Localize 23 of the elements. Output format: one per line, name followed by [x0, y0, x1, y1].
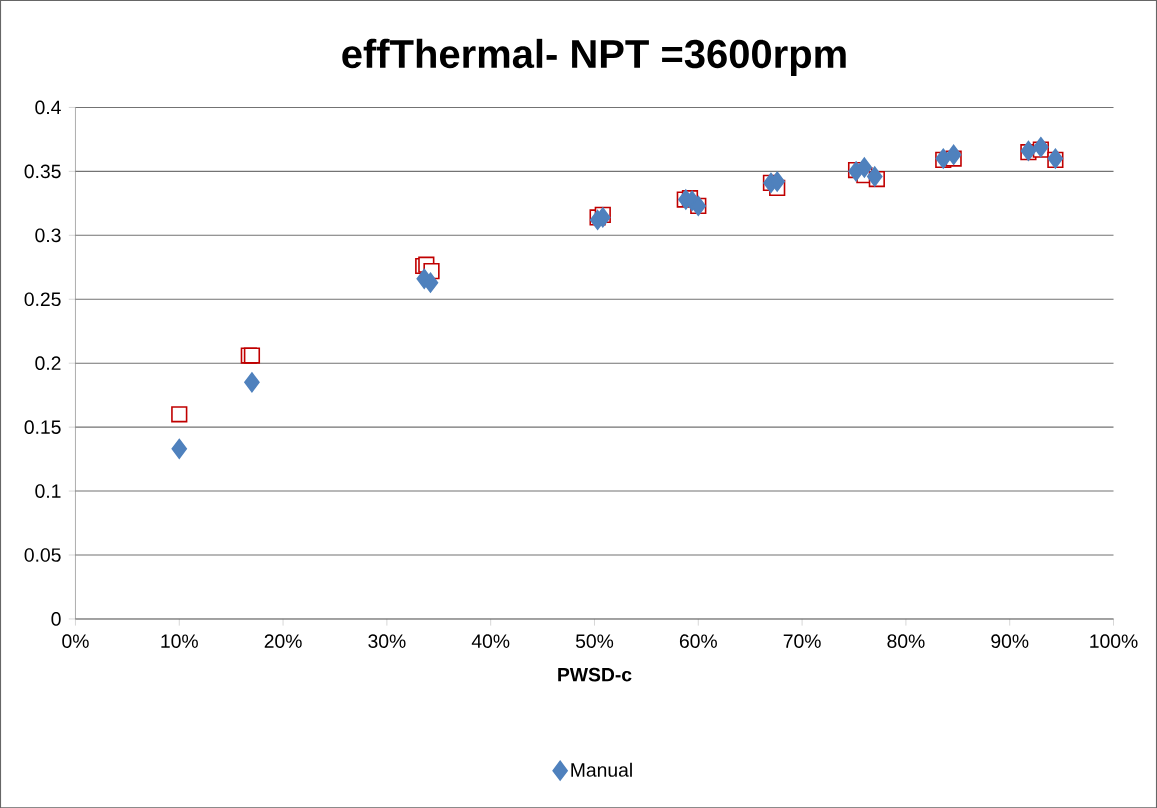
x-tick-label: 40%	[471, 634, 510, 648]
x-tick-label: 10%	[161, 634, 198, 648]
x-tick-label: 50%	[575, 634, 614, 648]
x-tick-label: 20%	[264, 634, 302, 648]
x-tick-label: 30%	[368, 634, 406, 648]
y-tick-label: 0.05	[24, 548, 61, 562]
y-tick-label: 0.35	[24, 164, 61, 179]
x-tick-label: 80%	[887, 634, 925, 648]
x-tick-label: 0%	[62, 634, 89, 648]
chart-title: effThermal- NPT =3600rpm	[342, 38, 846, 76]
legend-label: Manual	[571, 762, 632, 777]
y-tick-label: 0.3	[35, 228, 61, 242]
y-tick-label: 0.4	[35, 100, 61, 115]
y-tick-label: 0	[51, 611, 61, 626]
x-tick-label: 90%	[991, 634, 1029, 648]
y-tick-label: 0.2	[35, 356, 61, 370]
y-tick-label: 0.25	[24, 292, 61, 306]
x-axis-title: PWSD-c	[558, 667, 632, 682]
y-tick-label: 0.15	[24, 420, 61, 434]
x-tick-label: 70%	[783, 634, 821, 648]
y-tick-label: 0.1	[35, 484, 61, 498]
x-tick-label: 60%	[679, 634, 717, 648]
x-tick-label: 100%	[1090, 634, 1138, 648]
